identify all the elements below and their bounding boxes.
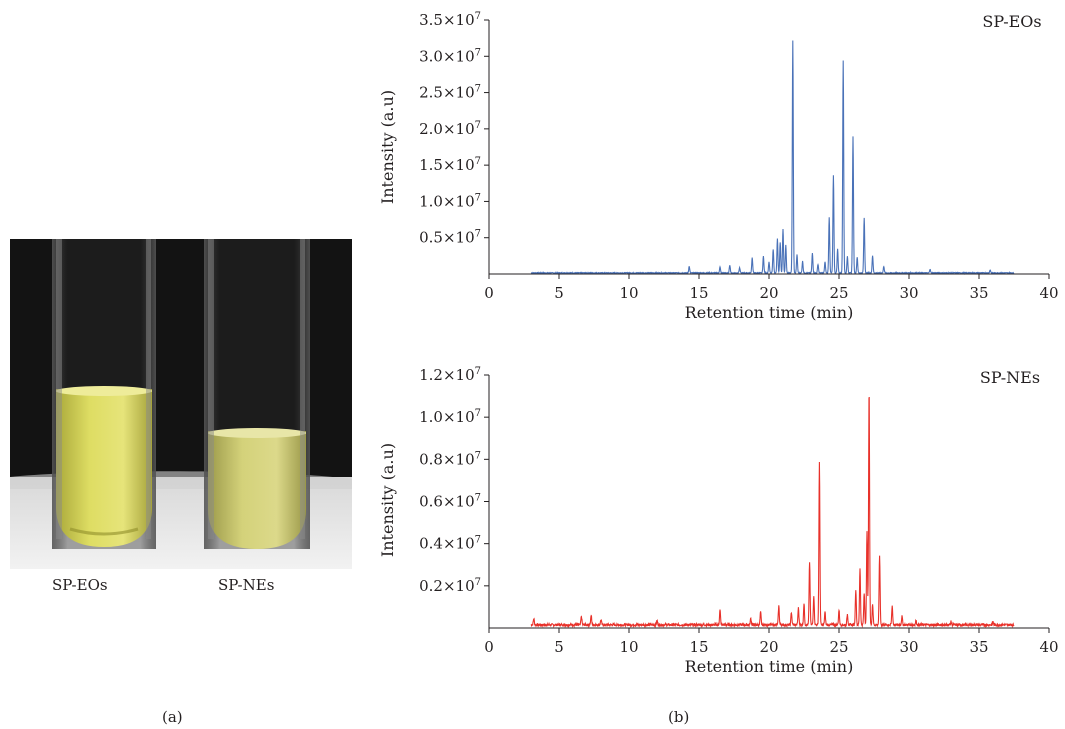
chart-1-x-tick-label: 10	[619, 284, 638, 302]
chart-2-x-tick-label: 40	[1039, 638, 1058, 656]
chart-1-y-tick-label: 3.5×107	[419, 11, 481, 29]
chart-2-x-tick-label: 5	[554, 638, 564, 656]
chart-1-series-label: SP-EOs	[982, 12, 1041, 31]
chart-2-y-axis-title: Intensity (a.u)	[378, 443, 397, 557]
chart-1-y-tick-label: 1.0×107	[419, 192, 481, 210]
chart-1-y-tick-label: 1.5×107	[419, 156, 481, 174]
chart-2-trace-line	[530, 396, 1015, 629]
chart-1-x-tick-label: 25	[829, 284, 848, 302]
chart-2-x-tick-label: 15	[689, 638, 708, 656]
chart-1-x-tick-label: 20	[759, 284, 778, 302]
chart-2-x-tick-label: 0	[484, 638, 494, 656]
chart-2-x-tick-label: 35	[969, 638, 988, 656]
tube-sp-eos	[52, 239, 156, 549]
chart-1-x-axis-title: Retention time (min)	[685, 303, 854, 322]
chart-2-x-tick-label: 10	[619, 638, 638, 656]
chart-2-series-label: SP-NEs	[980, 368, 1040, 387]
chart-2-y-tick-label: 0.8×107	[419, 450, 481, 468]
tube-label-sp-nes: SP-NEs	[218, 576, 275, 594]
chart-2-y-tick-label: 1.0×107	[419, 408, 481, 426]
chart-2-x-tick-label: 30	[899, 638, 918, 656]
chart-1-trace-line	[530, 40, 1015, 276]
tube-label-sp-eos: SP-EOs	[52, 576, 108, 594]
chart-1-x-tick-label: 15	[689, 284, 708, 302]
chart-1-x-tick-label: 0	[484, 284, 494, 302]
chart-2-y-tick-label: 0.2×107	[419, 577, 481, 595]
chart-2-y-tick-label: 0.4×107	[419, 535, 481, 553]
panel-a-tag: (a)	[162, 708, 183, 726]
chart-2-x-tick-label: 20	[759, 638, 778, 656]
chart-1-x-tick-label: 30	[899, 284, 918, 302]
chart-1-x-tick-label: 5	[554, 284, 564, 302]
test-tube-photo	[10, 239, 352, 569]
chart-1-x-tick-label: 40	[1039, 284, 1058, 302]
chart-1-y-axis-title: Intensity (a.u)	[378, 90, 397, 204]
panel-b-tag: (b)	[668, 708, 690, 726]
chart-2-y-tick-label: 1.2×107	[419, 366, 481, 384]
chart-2-x-axis-title: Retention time (min)	[685, 657, 854, 676]
chart-1-y-tick-label: 2.5×107	[419, 84, 481, 102]
chart-1-x-tick-label: 35	[969, 284, 988, 302]
chart-2-y-tick-label: 0.6×107	[419, 493, 481, 511]
chart-1-y-tick-label: 2.0×107	[419, 120, 481, 138]
chart-1-y-tick-label: 3.0×107	[419, 47, 481, 65]
chart-2-x-tick-label: 25	[829, 638, 848, 656]
chart-1-y-tick-label: 0.5×107	[419, 229, 481, 247]
tube-sp-nes	[204, 239, 310, 549]
